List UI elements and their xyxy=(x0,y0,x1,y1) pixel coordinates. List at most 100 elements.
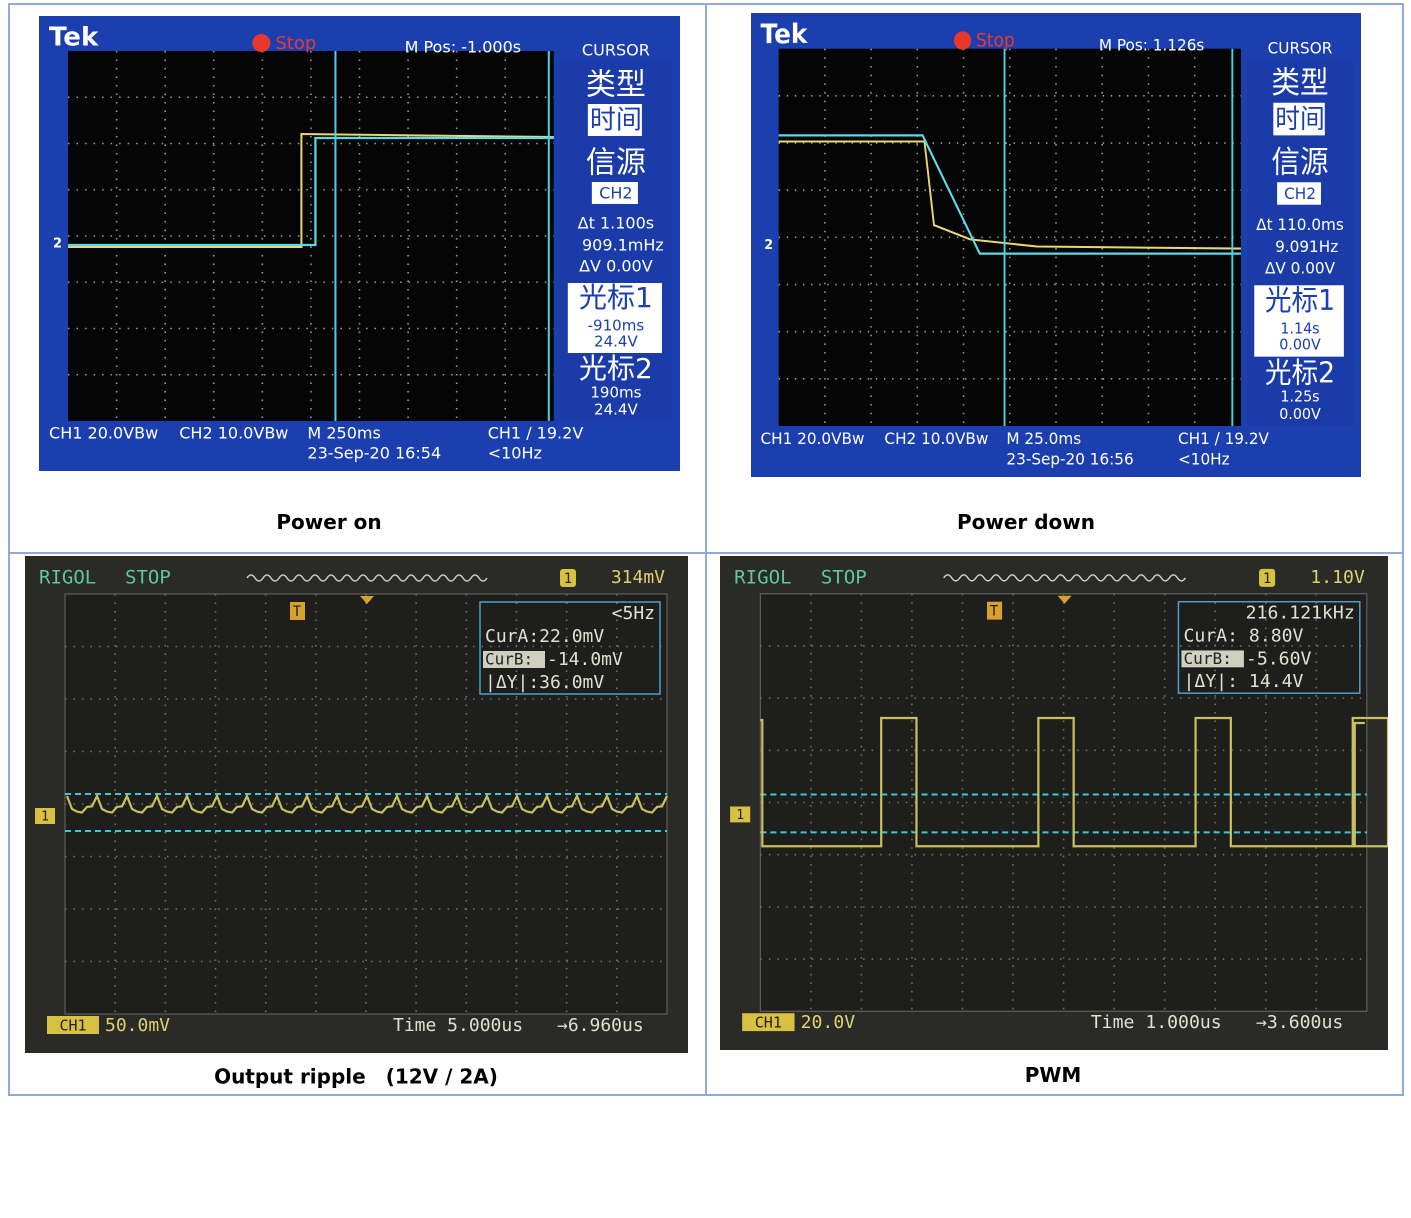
scale: 20.0V xyxy=(801,1012,856,1033)
status: Stop xyxy=(275,33,316,54)
cur-b-box xyxy=(1181,650,1244,668)
trigger-bar xyxy=(246,574,488,582)
trigger-level: 1.10V xyxy=(1310,567,1365,588)
timebase: M 25.0ms xyxy=(1006,428,1081,448)
cur-b-label: CurB: xyxy=(1183,649,1231,668)
ch1-trace xyxy=(65,793,668,814)
trigger-channel: 1 xyxy=(1263,571,1271,587)
info-box xyxy=(1177,600,1361,694)
cursor2-time: 190ms xyxy=(590,384,641,402)
position: M Pos: -1.000s xyxy=(405,38,522,57)
trigger-arrow xyxy=(1057,595,1072,604)
type-value: 时间 xyxy=(1275,104,1325,135)
menu: CURSOR xyxy=(1268,38,1333,58)
marker: 2 xyxy=(53,237,62,252)
brand: RIGOL xyxy=(734,566,792,588)
date: 23-Sep-20 16:56 xyxy=(1006,449,1133,469)
scope-screen: RIGOL STOP 1 314mV T <5Hz CurA:22.0mV CurB: -14.… xyxy=(25,556,688,1053)
trigger-marker-box xyxy=(290,602,305,620)
caption: Output ripple (12V / 2A) xyxy=(214,1064,498,1089)
trigger-level: 314mV xyxy=(611,567,665,588)
graticule xyxy=(68,51,554,421)
cursor1-volt: 24.4V xyxy=(594,333,638,351)
brand: RIGOL xyxy=(39,567,96,589)
info-box xyxy=(479,601,661,695)
trigger-marker: T xyxy=(293,604,302,620)
trigger-freq: <5Hz xyxy=(612,603,655,624)
cursor1-box xyxy=(1254,285,1344,357)
delta-t: Δt 1.100s xyxy=(578,214,655,233)
ch2-trace xyxy=(778,134,1241,255)
delta-v: ΔV 0.00V xyxy=(579,257,653,276)
graticule xyxy=(778,48,1241,427)
caption: Power down xyxy=(956,510,1096,534)
trigger-channel-box xyxy=(1259,568,1276,587)
ch1-trace xyxy=(778,140,1241,250)
trigger-channel-box xyxy=(560,569,576,587)
scale: 50.0mV xyxy=(105,1015,170,1036)
delta-y: |ΔY|:36.0mV xyxy=(485,672,604,693)
channel-marker-box xyxy=(35,808,55,824)
type-value: 时间 xyxy=(590,106,642,136)
timebase: M 250ms xyxy=(307,424,380,443)
caption: Power on xyxy=(276,510,382,534)
type-label: 类型 xyxy=(586,68,646,103)
delta-t: Δt 110.0ms xyxy=(1256,214,1344,234)
cursor2-volt: 0.00V xyxy=(1279,405,1321,423)
source-value: CH2 xyxy=(599,184,632,203)
cur-b-box xyxy=(483,651,545,668)
brand: Tek xyxy=(49,23,99,53)
stop-icon xyxy=(954,31,972,50)
status: STOP xyxy=(125,567,171,589)
status: STOP xyxy=(821,566,867,588)
cursor1-volt: 0.00V xyxy=(1279,336,1321,354)
ch2-trace xyxy=(68,136,554,247)
offset: →6.960us xyxy=(557,1015,644,1036)
ch2: CH2 10.0VBw xyxy=(884,428,988,448)
cursor1-label: 光标1 xyxy=(579,281,653,314)
cur-b: -14.0mV xyxy=(547,649,623,670)
trigger-marker-box xyxy=(986,601,1003,620)
channel-marker: 1 xyxy=(41,810,49,825)
source-box xyxy=(591,182,638,204)
cursor1-label: 光标1 xyxy=(1265,283,1335,317)
trigger: CH1 ∕ 19.2V xyxy=(1178,428,1269,448)
cur-a: CurA:22.0mV xyxy=(485,626,604,647)
ch1: CH1 20.0VBw xyxy=(761,428,865,448)
time: Time 1.000us xyxy=(1091,1012,1222,1033)
position: M Pos: 1.126s xyxy=(1099,35,1204,55)
trigger-freq: <10Hz xyxy=(1178,449,1230,469)
delta-y: |ΔY|: 14.4V xyxy=(1183,671,1303,692)
stop-icon xyxy=(252,34,271,52)
type-box xyxy=(1273,102,1325,136)
menu: CURSOR xyxy=(582,41,650,60)
source-label: 信源 xyxy=(1271,145,1328,180)
channel-marker-box xyxy=(730,806,751,823)
caption: PWM xyxy=(1024,1063,1082,1087)
channel-marker: 1 xyxy=(736,808,744,823)
cursor2-label: 光标2 xyxy=(1265,355,1335,389)
cursor1-box xyxy=(567,283,662,353)
trigger-bar xyxy=(943,574,1187,582)
date: 23-Sep-20 16:54 xyxy=(307,444,441,463)
ch1-trace xyxy=(760,716,1388,848)
cursor1-time: 1.14s xyxy=(1280,320,1319,338)
ch1: CH1 20.0VBw xyxy=(49,424,158,443)
freq: 909.1mHz xyxy=(582,236,664,255)
ch1-trace xyxy=(68,132,554,248)
brand: Tek xyxy=(761,19,809,50)
marker: 2 xyxy=(764,238,773,253)
type-label: 类型 xyxy=(1271,65,1328,100)
cur-b-label: CurB: xyxy=(485,650,533,669)
trigger-arrow xyxy=(360,596,374,604)
status: Stop xyxy=(976,31,1015,52)
delta-v: ΔV 0.00V xyxy=(1265,258,1335,278)
cursor2-time: 1.25s xyxy=(1280,388,1319,406)
cursor2-label: 光标2 xyxy=(579,352,653,385)
trigger-freq: <10Hz xyxy=(488,444,542,463)
